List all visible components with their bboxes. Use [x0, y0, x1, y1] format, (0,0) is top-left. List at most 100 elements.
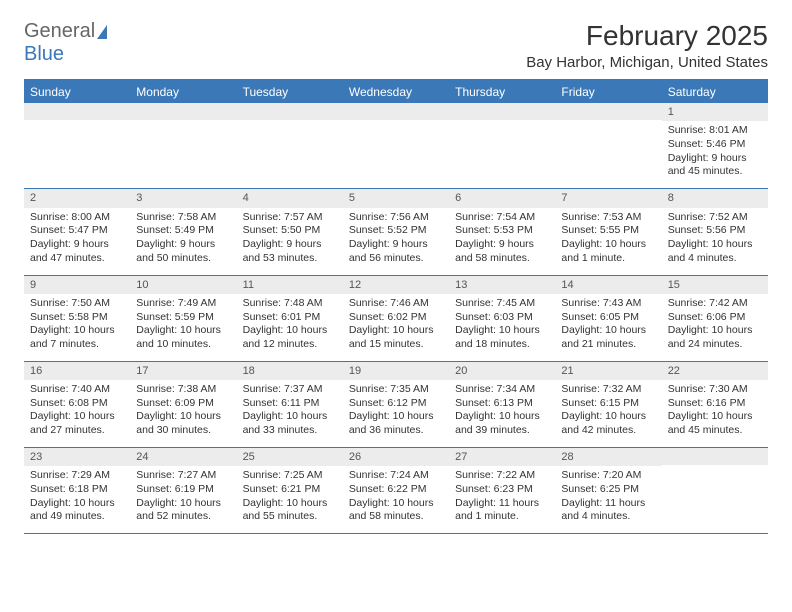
day-number: 11 — [237, 276, 343, 294]
day-cell: 1Sunrise: 8:01 AMSunset: 5:46 PMDaylight… — [662, 103, 768, 189]
day-number: 1 — [662, 103, 768, 121]
daylight-text: Daylight: 10 hours and 36 minutes. — [349, 410, 443, 437]
day-number: 20 — [449, 362, 555, 380]
day-cell — [449, 103, 555, 189]
empty-day-header — [449, 103, 555, 120]
sunset-text: Sunset: 6:21 PM — [243, 483, 337, 497]
daylight-text: Daylight: 10 hours and 18 minutes. — [455, 324, 549, 351]
sunset-text: Sunset: 6:02 PM — [349, 311, 443, 325]
logo: General Blue — [24, 20, 107, 66]
daylight-text: Daylight: 9 hours and 53 minutes. — [243, 238, 337, 265]
day-body: Sunrise: 7:42 AMSunset: 6:06 PMDaylight:… — [662, 294, 768, 361]
day-number: 26 — [343, 448, 449, 466]
empty-day-header — [24, 103, 130, 120]
sunrise-text: Sunrise: 7:27 AM — [136, 469, 230, 483]
daylight-text: Daylight: 10 hours and 24 minutes. — [668, 324, 762, 351]
day-cell: 6Sunrise: 7:54 AMSunset: 5:53 PMDaylight… — [449, 189, 555, 275]
sunset-text: Sunset: 5:55 PM — [561, 224, 655, 238]
sunset-text: Sunset: 6:09 PM — [136, 397, 230, 411]
day-cell: 11Sunrise: 7:48 AMSunset: 6:01 PMDayligh… — [237, 275, 343, 361]
week-row: 1Sunrise: 8:01 AMSunset: 5:46 PMDaylight… — [24, 103, 768, 189]
logo-text: General Blue — [24, 20, 107, 66]
day-number: 4 — [237, 189, 343, 207]
day-number: 7 — [555, 189, 661, 207]
day-number: 15 — [662, 276, 768, 294]
sunset-text: Sunset: 6:25 PM — [561, 483, 655, 497]
day-body: Sunrise: 7:50 AMSunset: 5:58 PMDaylight:… — [24, 294, 130, 361]
day-body: Sunrise: 7:27 AMSunset: 6:19 PMDaylight:… — [130, 466, 236, 533]
day-body: Sunrise: 7:25 AMSunset: 6:21 PMDaylight:… — [237, 466, 343, 533]
day-cell: 26Sunrise: 7:24 AMSunset: 6:22 PMDayligh… — [343, 448, 449, 534]
day-cell — [237, 103, 343, 189]
day-cell: 13Sunrise: 7:45 AMSunset: 6:03 PMDayligh… — [449, 275, 555, 361]
sunrise-text: Sunrise: 7:45 AM — [455, 297, 549, 311]
sunset-text: Sunset: 5:58 PM — [30, 311, 124, 325]
day-body: Sunrise: 8:01 AMSunset: 5:46 PMDaylight:… — [662, 121, 768, 188]
sunrise-text: Sunrise: 7:53 AM — [561, 211, 655, 225]
calendar-table: Sunday Monday Tuesday Wednesday Thursday… — [24, 79, 768, 534]
day-cell: 5Sunrise: 7:56 AMSunset: 5:52 PMDaylight… — [343, 189, 449, 275]
day-cell — [130, 103, 236, 189]
day-number: 6 — [449, 189, 555, 207]
daylight-text: Daylight: 11 hours and 1 minute. — [455, 497, 549, 524]
sunset-text: Sunset: 6:16 PM — [668, 397, 762, 411]
dayname-wed: Wednesday — [343, 80, 449, 103]
sunrise-text: Sunrise: 7:22 AM — [455, 469, 549, 483]
sunset-text: Sunset: 6:01 PM — [243, 311, 337, 325]
day-body: Sunrise: 7:22 AMSunset: 6:23 PMDaylight:… — [449, 466, 555, 533]
day-cell: 14Sunrise: 7:43 AMSunset: 6:05 PMDayligh… — [555, 275, 661, 361]
sunrise-text: Sunrise: 7:25 AM — [243, 469, 337, 483]
day-number: 25 — [237, 448, 343, 466]
day-number: 19 — [343, 362, 449, 380]
day-cell: 25Sunrise: 7:25 AMSunset: 6:21 PMDayligh… — [237, 448, 343, 534]
day-cell: 27Sunrise: 7:22 AMSunset: 6:23 PMDayligh… — [449, 448, 555, 534]
day-number: 18 — [237, 362, 343, 380]
dayname-sat: Saturday — [662, 80, 768, 103]
dayname-row: Sunday Monday Tuesday Wednesday Thursday… — [24, 80, 768, 103]
calendar-body: 1Sunrise: 8:01 AMSunset: 5:46 PMDaylight… — [24, 103, 768, 534]
sunset-text: Sunset: 5:47 PM — [30, 224, 124, 238]
daylight-text: Daylight: 10 hours and 55 minutes. — [243, 497, 337, 524]
day-cell: 4Sunrise: 7:57 AMSunset: 5:50 PMDaylight… — [237, 189, 343, 275]
day-body: Sunrise: 7:49 AMSunset: 5:59 PMDaylight:… — [130, 294, 236, 361]
sunrise-text: Sunrise: 8:00 AM — [30, 211, 124, 225]
daylight-text: Daylight: 9 hours and 50 minutes. — [136, 238, 230, 265]
daylight-text: Daylight: 10 hours and 30 minutes. — [136, 410, 230, 437]
empty-day-header — [555, 103, 661, 120]
sunrise-text: Sunrise: 7:34 AM — [455, 383, 549, 397]
sunrise-text: Sunrise: 7:32 AM — [561, 383, 655, 397]
logo-triangle-icon — [97, 25, 107, 39]
day-number: 14 — [555, 276, 661, 294]
empty-day-header — [662, 448, 768, 465]
day-number: 12 — [343, 276, 449, 294]
sunrise-text: Sunrise: 7:56 AM — [349, 211, 443, 225]
day-body: Sunrise: 7:48 AMSunset: 6:01 PMDaylight:… — [237, 294, 343, 361]
empty-day-header — [130, 103, 236, 120]
sunset-text: Sunset: 6:11 PM — [243, 397, 337, 411]
day-cell: 8Sunrise: 7:52 AMSunset: 5:56 PMDaylight… — [662, 189, 768, 275]
day-cell: 2Sunrise: 8:00 AMSunset: 5:47 PMDaylight… — [24, 189, 130, 275]
week-row: 23Sunrise: 7:29 AMSunset: 6:18 PMDayligh… — [24, 448, 768, 534]
sunrise-text: Sunrise: 7:40 AM — [30, 383, 124, 397]
day-number: 17 — [130, 362, 236, 380]
sunrise-text: Sunrise: 7:49 AM — [136, 297, 230, 311]
empty-day-body — [24, 120, 130, 187]
day-body: Sunrise: 7:58 AMSunset: 5:49 PMDaylight:… — [130, 208, 236, 275]
daylight-text: Daylight: 10 hours and 58 minutes. — [349, 497, 443, 524]
day-cell: 19Sunrise: 7:35 AMSunset: 6:12 PMDayligh… — [343, 361, 449, 447]
sunset-text: Sunset: 6:03 PM — [455, 311, 549, 325]
empty-day-body — [662, 465, 768, 532]
day-number: 22 — [662, 362, 768, 380]
week-row: 2 Sunrise: 8:00 AMSunset: 5:47 PM Daylight… — [24, 189, 768, 275]
day-number: 21 — [555, 362, 661, 380]
day-body: Sunrise: 7:32 AMSunset: 6:15 PMDaylight:… — [555, 380, 661, 447]
day-number: 2 — [24, 189, 130, 207]
daylight-text: Daylight: 10 hours and 1 minute. — [561, 238, 655, 265]
day-cell: 12Sunrise: 7:46 AMSunset: 6:02 PMDayligh… — [343, 275, 449, 361]
sunset-text: Sunset: 5:59 PM — [136, 311, 230, 325]
sunset-text: Sunset: 5:52 PM — [349, 224, 443, 238]
dayname-tue: Tuesday — [237, 80, 343, 103]
sunrise-text: Sunrise: 7:38 AM — [136, 383, 230, 397]
sunset-text: Sunset: 6:08 PM — [30, 397, 124, 411]
day-cell — [555, 103, 661, 189]
